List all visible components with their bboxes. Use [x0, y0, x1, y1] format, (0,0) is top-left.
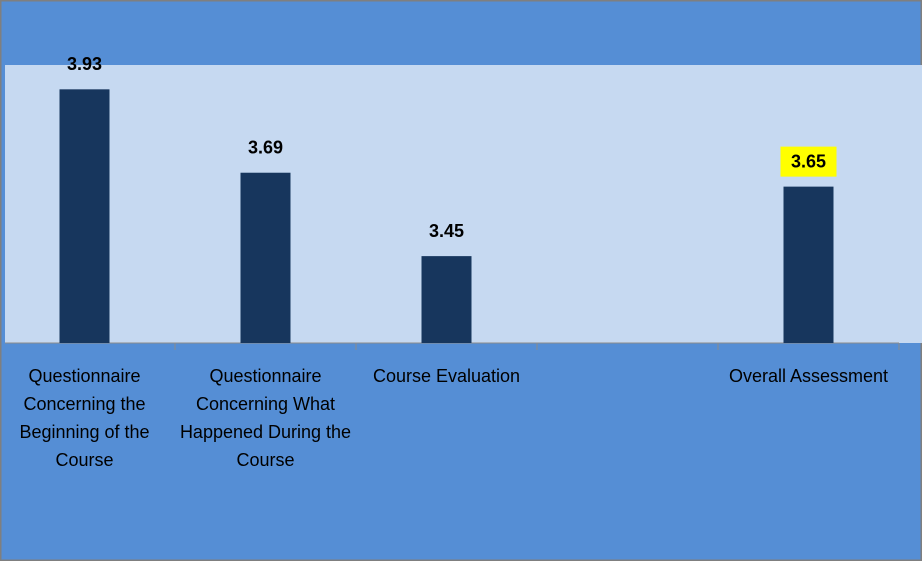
value-label: 3.93 [67, 54, 102, 74]
bar [59, 89, 110, 343]
x-tick-label: Questionnaire Concerning the Beginning o… [19, 366, 150, 470]
x-tick-label: Questionnaire Concerning What Happened D… [179, 366, 352, 470]
value-label: 3.69 [248, 137, 283, 157]
value-label: 3.45 [429, 221, 464, 241]
bar [240, 172, 291, 343]
value-label: 3.65 [791, 151, 826, 171]
value-label-highlight [780, 146, 837, 177]
bar [421, 256, 472, 343]
x-tick-label: Overall Assessment [728, 366, 889, 386]
bar [783, 186, 834, 343]
x-tick-label: Course Evaluation [372, 366, 521, 386]
